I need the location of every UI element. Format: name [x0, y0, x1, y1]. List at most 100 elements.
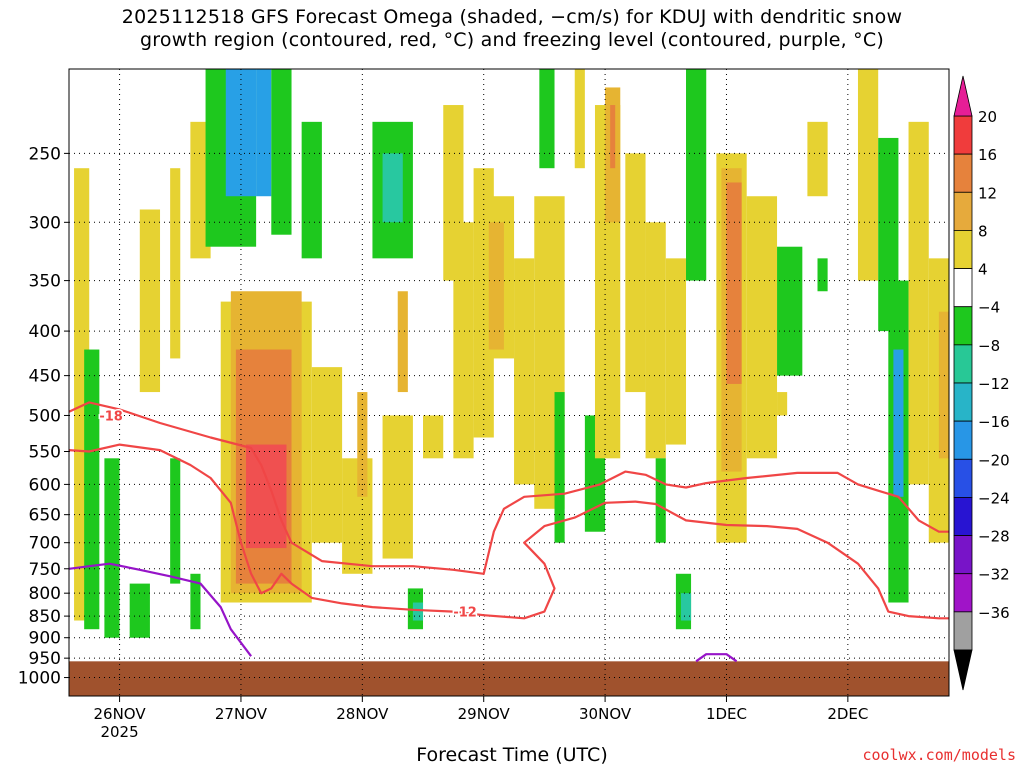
x-tick-label-30NOV: 30NOV: [579, 705, 632, 723]
colorbar-swatch-13: [953, 611, 973, 651]
x-tick-label-2DEC: 2DEC: [827, 705, 868, 723]
omega-cell-33: [488, 222, 504, 350]
colorbar-label-2: 12: [978, 184, 997, 202]
omega-cell-13: [271, 69, 292, 235]
y-tick-label-900: 900: [29, 629, 61, 649]
omega-cell-12: [256, 69, 272, 197]
x-axis-title: Forecast Time (UTC): [416, 744, 608, 766]
colorbar-swatch-4: [953, 268, 973, 308]
omega-cell-64: [938, 311, 949, 459]
y-tick-label-1000: 1000: [18, 669, 61, 689]
x-tick-label-1DEC: 1DEC: [706, 705, 747, 723]
omega-cell-52: [726, 182, 742, 384]
omega-cell-57: [817, 258, 828, 292]
colorbar-label-12: −32: [978, 566, 1010, 584]
omega-cell-6: [170, 458, 181, 584]
contour-label-0: -18: [99, 409, 123, 424]
omega-cell-7: [190, 573, 201, 630]
omega-cell-45: [655, 458, 666, 543]
omega-cell-23: [382, 153, 403, 223]
x-tick-label-29NOV: 29NOV: [458, 705, 511, 723]
omega-cell-34: [514, 258, 535, 485]
omega-cell-56: [807, 121, 828, 197]
omega-cell-54: [777, 392, 788, 416]
omega-cell-38: [574, 69, 585, 169]
omega-cell-42: [610, 105, 616, 169]
colorbar-label-7: −12: [978, 375, 1010, 393]
omega-cell-4: [139, 209, 161, 393]
omega-cell-30: [453, 222, 474, 459]
y-tick-label-550: 550: [29, 443, 61, 463]
x-tick-label-27NOV: 27NOV: [215, 705, 268, 723]
x-tick-sublabel: 2025: [100, 723, 138, 741]
omega-cell-2: [104, 458, 120, 638]
omega-cell-53: [746, 196, 778, 459]
omega-cell-24: [382, 415, 413, 559]
colorbar-swatch-8: [953, 420, 973, 460]
y-tick-label-750: 750: [29, 560, 61, 580]
y-tick-label-950: 950: [29, 649, 61, 669]
y-tick-label-800: 800: [29, 584, 61, 604]
omega-cell-17: [246, 444, 287, 549]
omega-cell-48: [680, 593, 692, 621]
x-tick-label-28NOV: 28NOV: [336, 705, 389, 723]
ground-surface: [69, 661, 949, 696]
colorbar-label-1: 16: [978, 146, 997, 164]
omega-cell-61: [893, 349, 904, 497]
colorbar-label-11: −28: [978, 528, 1010, 546]
omega-cell-58: [857, 69, 879, 281]
y-tick-label-650: 650: [29, 506, 61, 526]
y-tick-label-500: 500: [29, 406, 61, 426]
colorbar-label-9: −20: [978, 451, 1010, 469]
contour-2: [69, 562, 252, 657]
contour-0: [69, 401, 949, 575]
colorbar-bottom-cap: [953, 649, 973, 691]
omega-cell-43: [625, 153, 646, 393]
colorbar-swatch-2: [953, 191, 973, 231]
x-tick-label-26NOV: 26NOV: [94, 705, 147, 723]
y-tick-label-300: 300: [29, 213, 61, 233]
y-tick-label-450: 450: [29, 367, 61, 387]
omega-cell-55: [777, 246, 803, 376]
colorbar-swatch-5: [953, 306, 973, 346]
y-tick-label-400: 400: [29, 322, 61, 342]
contour-1: [69, 443, 949, 620]
colorbar-label-6: −8: [978, 337, 1000, 355]
plot-frame: [68, 68, 950, 697]
colorbar-label-5: −4: [978, 299, 1000, 317]
colorbar-label-0: 20: [978, 108, 997, 126]
omega-cell-1: [84, 349, 100, 630]
y-tick-label-250: 250: [29, 144, 61, 164]
omega-cell-25: [397, 291, 408, 393]
y-tick-label-700: 700: [29, 534, 61, 554]
omega-cell-28: [423, 415, 444, 459]
y-tick-label-600: 600: [29, 475, 61, 495]
omega-cell-18: [301, 121, 322, 259]
colorbar-swatch-3: [953, 230, 973, 269]
colorbar-swatch-1: [953, 153, 973, 193]
colorbar-label-3: 8: [978, 222, 988, 240]
colorbar-swatch-9: [953, 458, 973, 498]
chart-title-line1: 2025112518 GFS Forecast Omega (shaded, −…: [121, 6, 903, 28]
omega-cell-44: [645, 222, 666, 459]
omega-cell-19: [311, 367, 343, 543]
omega-cell-37: [554, 392, 565, 543]
contour-label-1: -12: [453, 606, 477, 621]
colorbar-swatch-7: [953, 382, 973, 422]
colorbar-swatch-6: [953, 344, 973, 384]
colorbar-top-cap: [953, 75, 973, 117]
contour-3: [695, 653, 738, 663]
chart-title-line2: growth region (contoured, red, °C) and f…: [140, 29, 884, 51]
colorbar-swatch-12: [953, 573, 973, 613]
credit-link[interactable]: coolwx.com/models: [862, 746, 1016, 764]
colorbar-label-10: −24: [978, 489, 1010, 507]
omega-cell-3: [129, 583, 150, 638]
omega-cell-46: [665, 258, 687, 445]
colorbar-label-8: −16: [978, 413, 1010, 431]
colorbar-label-13: −36: [978, 604, 1010, 622]
omega-cell-27: [412, 602, 424, 621]
colorbar-swatch-10: [953, 497, 973, 536]
y-tick-label-350: 350: [29, 272, 61, 292]
omega-cell-49: [686, 69, 707, 281]
